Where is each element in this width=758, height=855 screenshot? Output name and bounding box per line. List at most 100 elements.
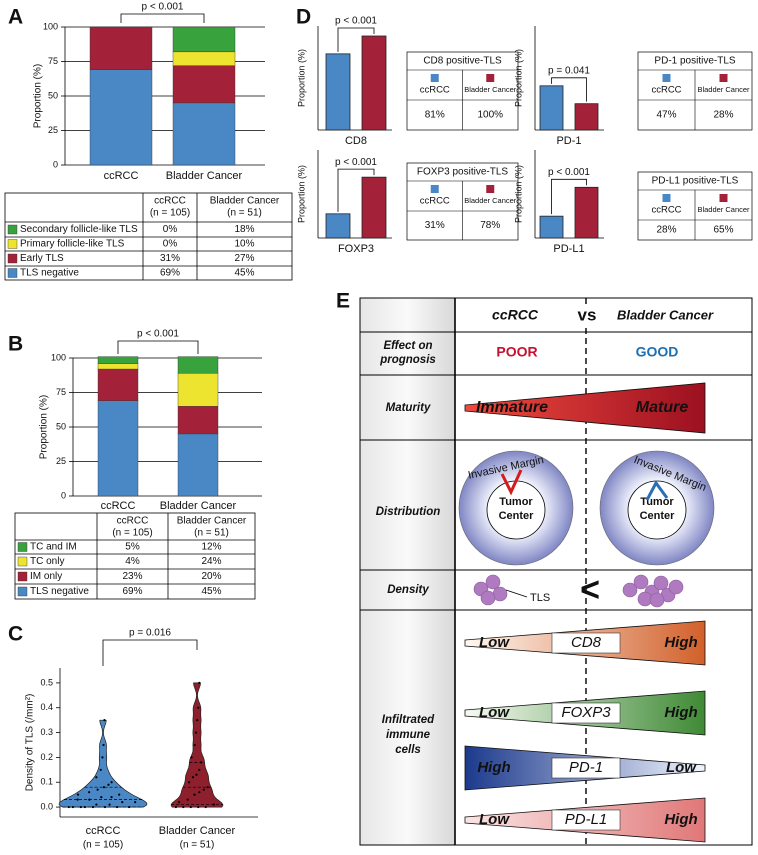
table-cell: 31% xyxy=(160,253,180,264)
table-cell: 45% xyxy=(234,268,254,279)
table-cell: 47% xyxy=(656,110,676,121)
legend-label: Primary follicle-like TLS xyxy=(20,239,125,250)
y-tick-label: 75 xyxy=(56,387,66,397)
marker-right: High xyxy=(664,634,697,651)
legend-swatch xyxy=(17,571,28,582)
bar-segment xyxy=(172,65,236,104)
p-value: p < 0.001 xyxy=(142,2,184,13)
marker-name: PD-1 xyxy=(569,759,603,776)
legend-swatch xyxy=(17,542,28,552)
data-point xyxy=(107,783,110,786)
bar-segment xyxy=(97,363,139,370)
legend-swatch xyxy=(430,74,439,82)
table-title: FOXP3 positive-TLS xyxy=(417,167,508,178)
y-axis-label: Density of TLS (/mm²) xyxy=(25,694,36,792)
table-cell: 24% xyxy=(201,556,221,567)
significance-bracket xyxy=(120,13,205,23)
x-tick-note: (n = 51) xyxy=(180,840,215,851)
significance-bracket xyxy=(551,178,587,215)
legend-swatch xyxy=(17,556,28,567)
bar xyxy=(361,176,387,239)
x-tick-label: ccRCC xyxy=(101,500,136,512)
table-cell: 69% xyxy=(160,268,180,279)
marker-box xyxy=(551,809,621,831)
table-cell: 69% xyxy=(122,586,142,597)
legend-label: ccRCC xyxy=(420,85,450,96)
data-point xyxy=(76,798,79,801)
x-axis-label: PD-1 xyxy=(556,135,581,147)
marker-box xyxy=(551,702,621,724)
bar-segment xyxy=(177,433,219,497)
table-cell: 31% xyxy=(425,220,445,231)
y-tick-label: 0.5 xyxy=(40,677,53,687)
legend-swatch xyxy=(430,185,439,193)
table-cell: 4% xyxy=(125,556,140,567)
data-point xyxy=(118,793,121,796)
y-tick-label: 0.4 xyxy=(40,702,53,712)
panel-label: E xyxy=(336,290,350,313)
y-axis-label: Proportion (%) xyxy=(513,165,523,223)
data-point xyxy=(71,805,74,809)
y-axis-label: Proportion (%) xyxy=(296,165,306,223)
violin-body xyxy=(170,682,224,808)
data-point xyxy=(193,793,196,796)
x-tick-label: ccRCC xyxy=(86,825,121,837)
tls-label: TLS xyxy=(530,592,550,604)
data-point xyxy=(102,743,105,747)
data-point xyxy=(196,719,199,722)
legend-swatch xyxy=(662,74,671,82)
x-tick-label: Bladder Cancer xyxy=(159,825,236,837)
tls-blob xyxy=(485,574,501,590)
x-axis-label: FOXP3 xyxy=(338,243,374,255)
tumor-center-label: Tumor xyxy=(640,496,674,508)
table-cell: 0% xyxy=(163,224,178,235)
marker-left: Low xyxy=(479,811,510,828)
prognosis-left: POOR xyxy=(496,344,537,360)
bar xyxy=(574,186,599,239)
y-axis-label: Proportion (%) xyxy=(33,64,44,128)
y-tick-label: 0 xyxy=(53,159,58,169)
data-point xyxy=(115,805,119,809)
y-tick-label: 50 xyxy=(48,90,58,100)
p-value: p = 0.016 xyxy=(129,628,171,639)
significance-bracket xyxy=(117,340,199,354)
marker-name: CD8 xyxy=(571,634,602,651)
vs-backdrop xyxy=(574,306,600,326)
maturity-wedge xyxy=(464,382,706,434)
significance-bracket xyxy=(551,77,587,102)
data-point xyxy=(101,756,104,759)
y-tick-label: 0.0 xyxy=(40,801,53,811)
column-header: Bladder Cancer xyxy=(210,196,280,207)
legend-swatch xyxy=(7,253,18,264)
bar-segment xyxy=(172,51,236,66)
marker-left: Low xyxy=(479,634,510,651)
panel-label: A xyxy=(8,6,23,29)
data-point xyxy=(212,803,215,806)
table-cell: 20% xyxy=(201,571,221,582)
data-point xyxy=(110,796,113,799)
legend-label: Bladder Cancer xyxy=(697,205,750,214)
table-cell: 100% xyxy=(477,110,503,121)
marker-name: PD-L1 xyxy=(565,811,608,828)
table-title: CD8 positive-TLS xyxy=(423,56,502,67)
bar-segment xyxy=(177,356,219,374)
bar xyxy=(539,85,564,131)
row-label: Maturity xyxy=(386,402,431,414)
tls-blob xyxy=(653,575,669,591)
legend-label: ccRCC xyxy=(651,85,681,96)
bar-segment xyxy=(97,400,139,497)
tumor-center xyxy=(627,480,687,540)
legend-swatch xyxy=(486,185,495,193)
data-point xyxy=(198,768,201,771)
legend-label: TLS negative xyxy=(30,586,89,597)
row-label: prognosis xyxy=(379,354,436,366)
data-point xyxy=(189,805,192,809)
data-point xyxy=(204,805,207,809)
legend-label: Bladder Cancer xyxy=(464,85,517,94)
bar-segment xyxy=(177,372,219,407)
legend-label: Secondary follicle-like TLS xyxy=(20,224,138,235)
table-cell: 81% xyxy=(425,110,445,121)
bar-segment xyxy=(89,26,153,70)
table-cell: 28% xyxy=(656,225,676,236)
